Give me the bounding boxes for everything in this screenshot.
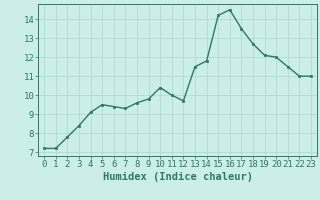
X-axis label: Humidex (Indice chaleur): Humidex (Indice chaleur) [103, 172, 252, 182]
